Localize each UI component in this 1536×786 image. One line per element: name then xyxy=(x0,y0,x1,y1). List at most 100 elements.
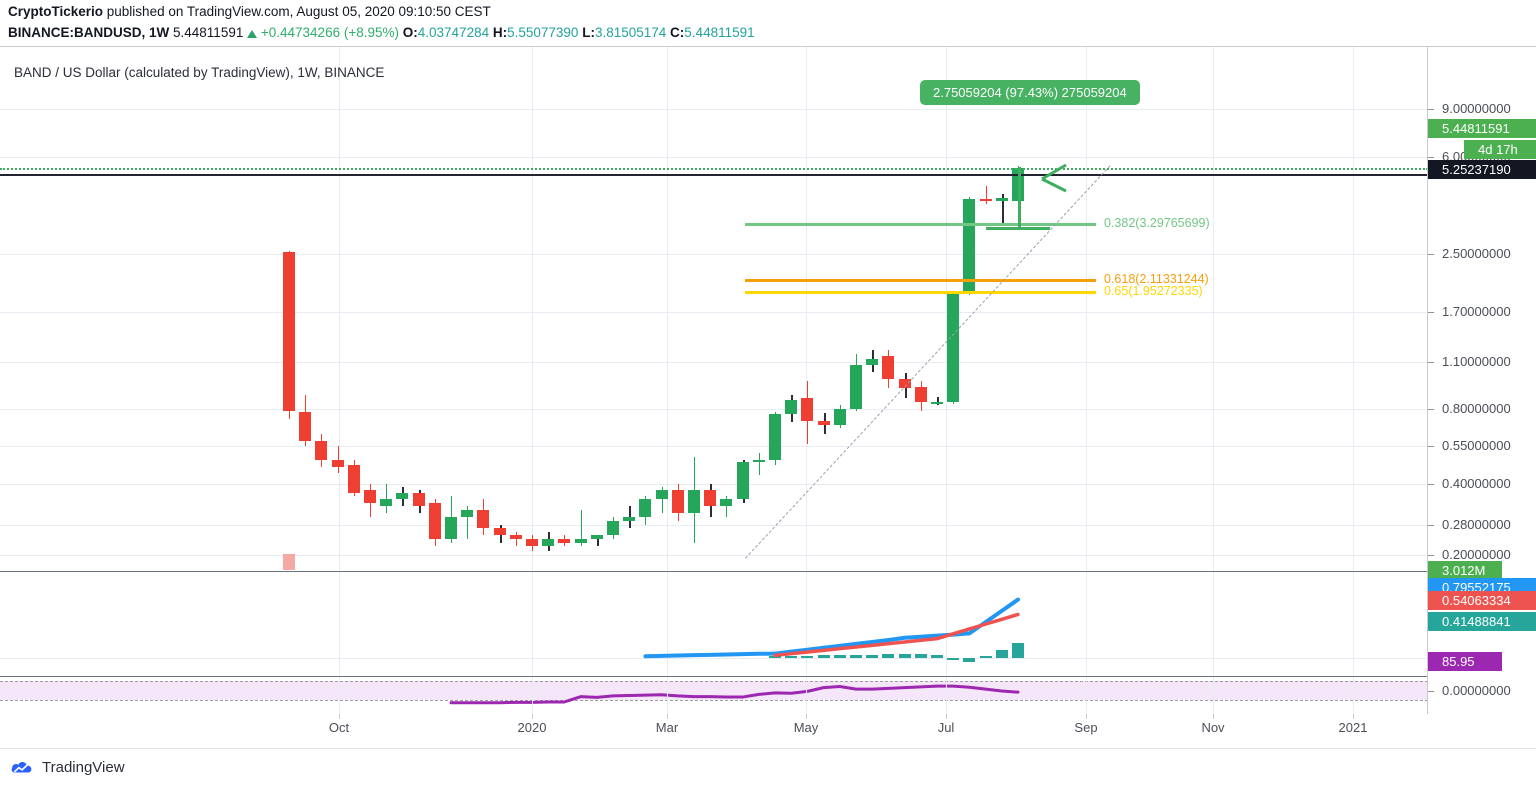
candle-body xyxy=(995,197,1008,201)
candle-body xyxy=(720,499,733,507)
fib-line-0.382[interactable] xyxy=(745,223,1096,227)
gridline-h xyxy=(0,362,1427,363)
macd-hist-bar xyxy=(914,654,927,658)
fib-line-0.65[interactable] xyxy=(745,291,1096,295)
high-label: H: xyxy=(492,25,508,40)
candle-body xyxy=(639,499,652,518)
tradingview-cloud-icon xyxy=(11,762,32,773)
macd-hist-badge[interactable]: 0.41488841 xyxy=(1428,612,1536,631)
candle-body xyxy=(558,538,571,543)
candle-body xyxy=(979,198,992,201)
gridline-h xyxy=(0,484,1427,485)
candle-body xyxy=(412,492,425,507)
time-tick xyxy=(1086,714,1087,719)
candle-body xyxy=(428,502,441,539)
chart-header: CryptoTickerio published on TradingView.… xyxy=(0,0,1536,46)
macd-hist-bar xyxy=(801,655,814,658)
gridline-v xyxy=(946,572,947,675)
candle-body xyxy=(898,379,911,389)
candle-wick xyxy=(580,509,582,547)
macd-hist-bar xyxy=(1012,643,1024,658)
macd-zero-line xyxy=(0,658,1427,659)
footer-bar: TradingView xyxy=(0,748,1536,786)
price-tick-label: 0.20000000 xyxy=(1442,547,1511,562)
candle-body xyxy=(477,509,490,529)
candle-body xyxy=(331,459,344,468)
time-tick xyxy=(532,714,533,719)
time-tick xyxy=(806,714,807,719)
candle-body xyxy=(963,199,976,292)
price-tick-label: 1.70000000 xyxy=(1442,304,1511,319)
candle-body xyxy=(445,517,457,539)
rsi-badge[interactable]: 85.95 xyxy=(1428,652,1502,671)
gridline-v xyxy=(339,47,340,570)
candle-body xyxy=(833,409,846,426)
time-tick xyxy=(339,714,340,719)
macd-hist-bar xyxy=(882,654,895,658)
macd-pane[interactable] xyxy=(0,571,1427,675)
rsi-pane[interactable] xyxy=(0,676,1427,715)
macd-hist-bar xyxy=(866,654,879,658)
prev-close-badge[interactable]: 5.25237190 xyxy=(1428,160,1536,179)
price-tick-label: 1.10000000 xyxy=(1442,354,1511,369)
gridline-v xyxy=(806,47,807,570)
volume-bar xyxy=(283,554,295,570)
candle-body xyxy=(785,400,798,415)
candle-body xyxy=(396,492,409,500)
gridline-h xyxy=(0,312,1427,313)
volume-badge[interactable]: 3.012M xyxy=(1428,561,1502,580)
prev-close-line xyxy=(0,173,1427,176)
fib-line-0.618[interactable] xyxy=(745,279,1096,283)
measure-bottom-cap xyxy=(986,226,1050,230)
candle-body xyxy=(607,520,619,536)
macd-signal-badge[interactable]: 0.54063334 xyxy=(1428,591,1536,610)
time-tick xyxy=(946,714,947,719)
symbol-label[interactable]: BINANCE:BANDUSD, 1W xyxy=(8,25,170,40)
gridline-v xyxy=(1353,47,1354,570)
candle-wick xyxy=(985,185,987,205)
last-price-badge[interactable]: 5.44811591 xyxy=(1428,119,1536,138)
candle-wick xyxy=(661,486,663,514)
candle-body xyxy=(688,489,700,514)
time-tick-label: Sep xyxy=(1074,720,1098,735)
candle-body xyxy=(574,538,587,543)
gridline-h xyxy=(0,109,1427,110)
candle-body xyxy=(752,459,765,463)
time-tick xyxy=(1353,714,1354,719)
time-tick-label: Jul xyxy=(937,720,955,735)
candle-wick xyxy=(386,484,388,514)
time-axis[interactable]: Oct 2020 Mar May Jul Sep Nov 2021 xyxy=(0,714,1536,748)
macd-hist-bar xyxy=(995,649,1008,658)
candle-body xyxy=(509,535,522,539)
price-pane[interactable]: 0.382(3.29765699) 0.618(2.11331244) 0.65(1… xyxy=(0,47,1427,570)
candle-body xyxy=(671,489,684,514)
macd-hist-bar xyxy=(850,654,862,658)
macd-hist-bar xyxy=(817,655,830,658)
axis-tick xyxy=(1428,362,1434,363)
candle-body xyxy=(914,386,927,402)
price-axis[interactable]: 9.000000006.000000002.500000001.70000000… xyxy=(1428,47,1536,715)
axis-tick xyxy=(1428,157,1434,158)
axis-tick xyxy=(1428,691,1434,692)
footer-brand: TradingView xyxy=(42,759,125,776)
fib-label-0.382: 0.382(3.29765699) xyxy=(1104,216,1210,231)
gridline-h xyxy=(0,254,1427,255)
low-label: L: xyxy=(582,25,595,40)
chart-frame: 0.382(3.29765699) 0.618(2.11331244) 0.65(1… xyxy=(0,46,1536,715)
close-value: 5.44811591 xyxy=(684,25,755,40)
candle-body xyxy=(801,398,814,421)
fib-label-0.65: 0.65(1.95272335) xyxy=(1104,284,1203,299)
rsi-upper-dash xyxy=(0,680,1427,682)
candle-body xyxy=(947,293,960,402)
last-price-dotted-line xyxy=(0,167,1427,170)
candle-wick xyxy=(337,446,339,473)
countdown-badge[interactable]: 4d 17h xyxy=(1464,140,1536,159)
open-value: 4.03747284 xyxy=(417,25,490,40)
close-label: C: xyxy=(670,25,685,40)
measure-arrow-icon xyxy=(1041,163,1067,192)
plot-area[interactable]: 0.382(3.29765699) 0.618(2.11331244) 0.65(1… xyxy=(0,47,1428,715)
gridline-v xyxy=(946,677,947,715)
high-value: 5.55077390 xyxy=(507,25,579,40)
gridline-v xyxy=(532,47,533,570)
axis-tick xyxy=(1428,525,1434,526)
